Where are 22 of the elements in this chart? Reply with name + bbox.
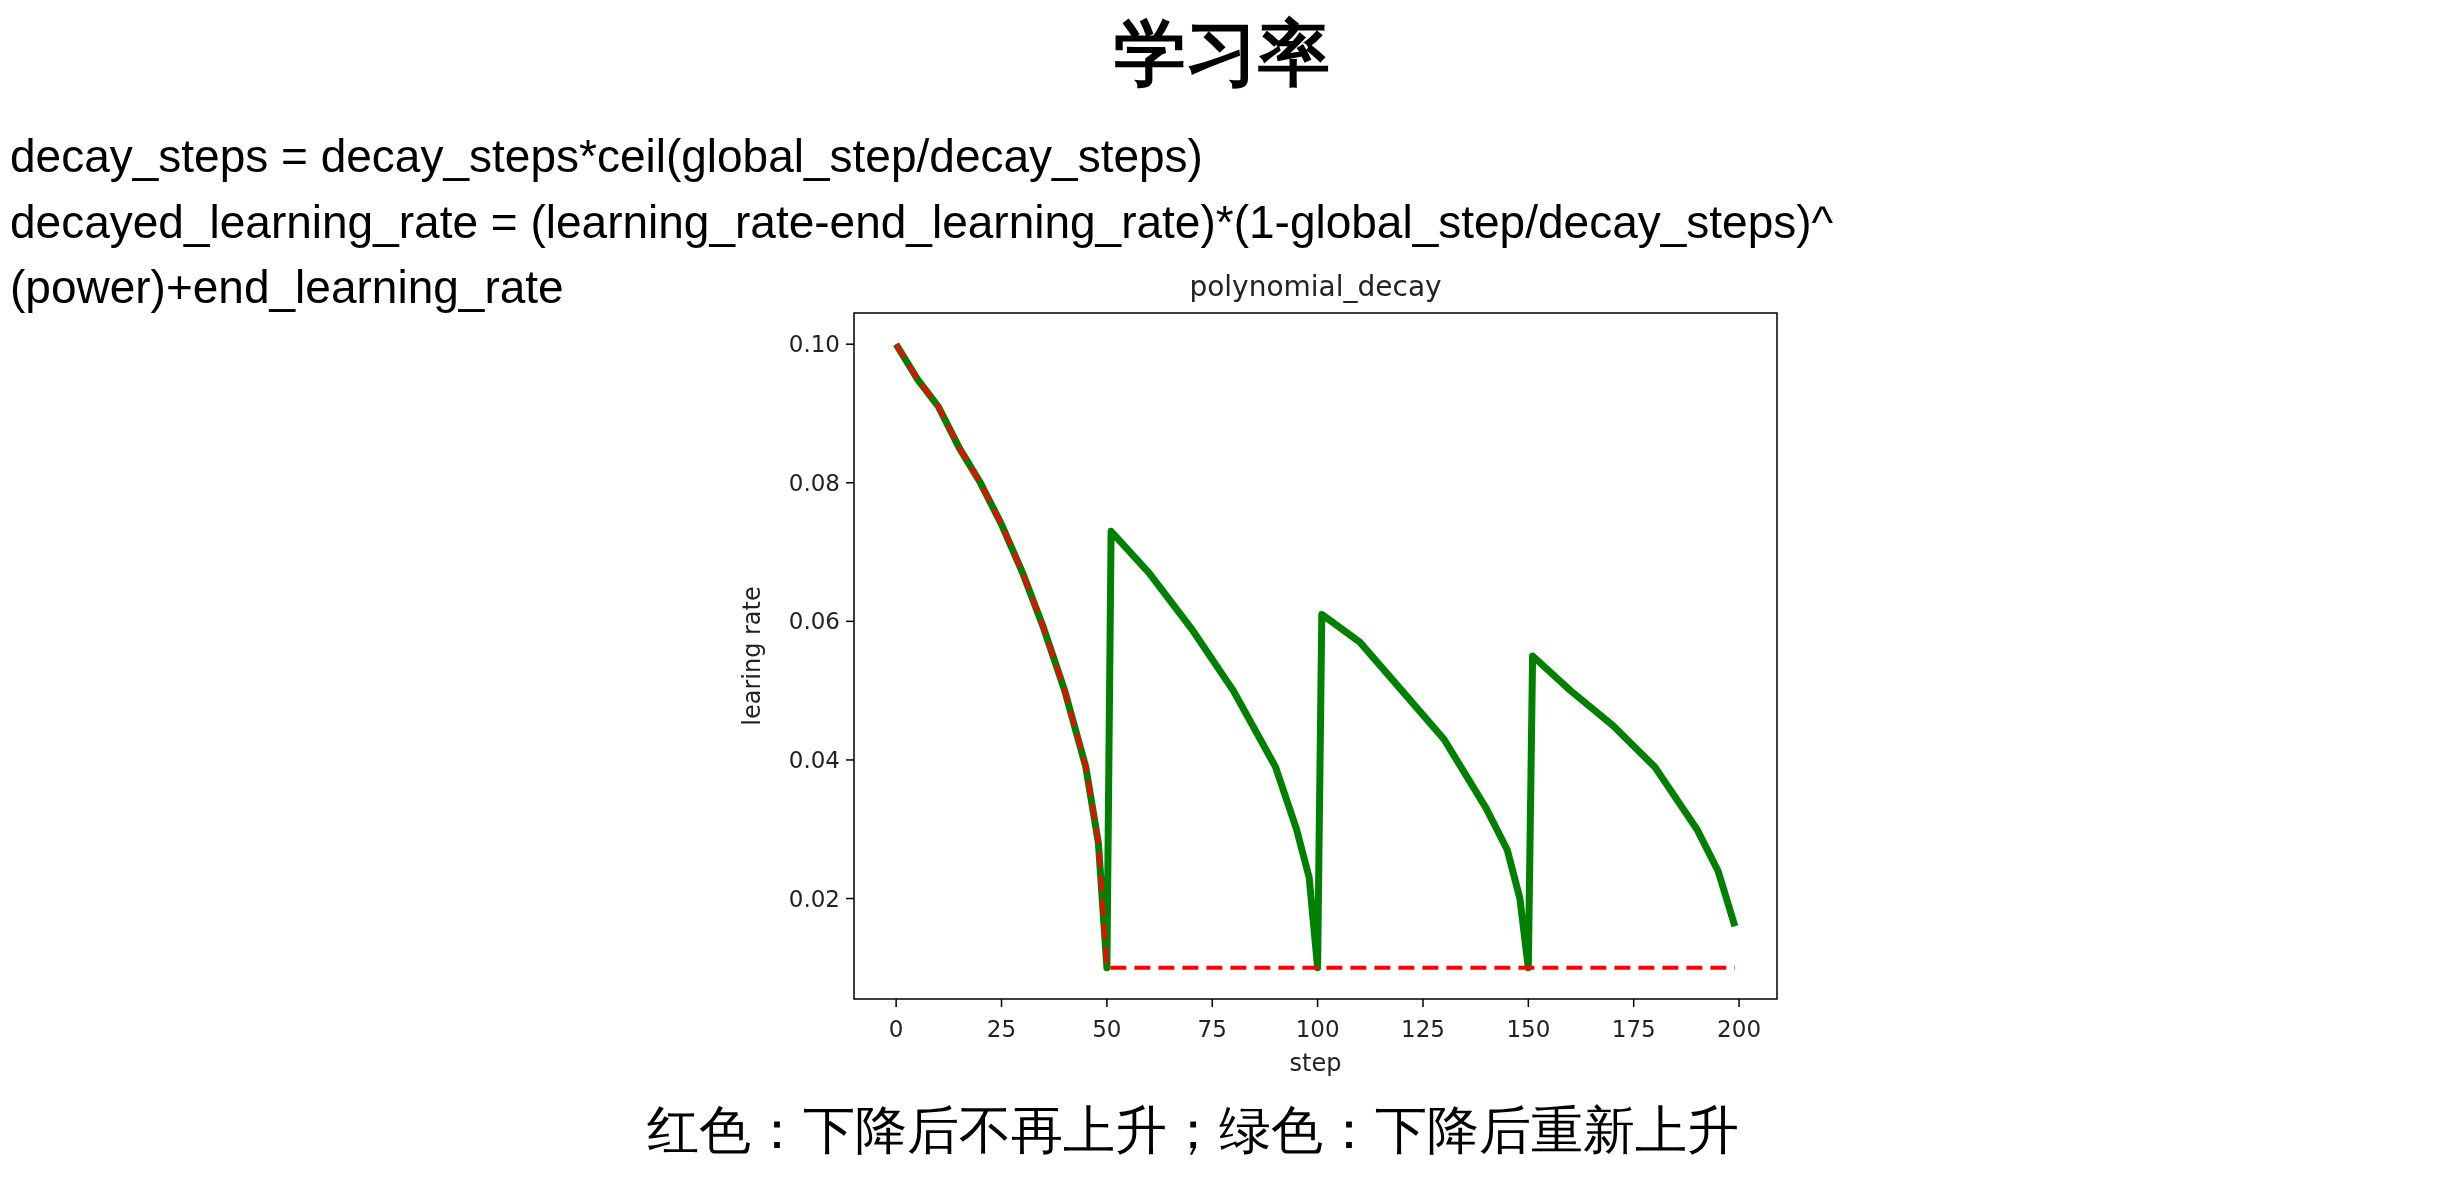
x-tick-label: 200 <box>1717 1016 1762 1042</box>
text: (power)+end_learning_rate <box>10 261 564 313</box>
y-tick-label: 0.08 <box>788 469 840 496</box>
x-axis-title: step <box>1289 1049 1342 1077</box>
text: 红色：下降后不再上升；绿色：下降后重新上升 <box>647 1102 1739 1159</box>
chart-subtitle: polynomial_decay <box>1189 270 1442 303</box>
chart-title: 学习率 <box>1114 13 1330 93</box>
x-tick-label: 25 <box>986 1016 1017 1042</box>
y-tick-label: 0.02 <box>788 885 840 912</box>
x-tick-label: 0 <box>888 1016 904 1042</box>
y-tick-label: 0.06 <box>788 608 840 635</box>
x-tick-label: 50 <box>1092 1016 1122 1042</box>
x-tick-label: 175 <box>1611 1016 1656 1042</box>
text: decay_steps = decay_steps*ceil(global_step/decay_steps) <box>10 130 1203 182</box>
x-tick-label: 100 <box>1295 1016 1340 1042</box>
x-tick-label: 125 <box>1401 1016 1445 1042</box>
text: decayed_learning_rate = (learning_rate-end_learning_rate)*(1-global_step/decay_steps)^ <box>10 196 1834 248</box>
y-tick-label: 0.10 <box>788 331 840 358</box>
x-tick-label: 75 <box>1197 1016 1227 1042</box>
y-tick-label: 0.04 <box>788 746 840 773</box>
y-axis-title: learing rate <box>738 586 766 726</box>
x-tick-label: 150 <box>1506 1016 1551 1042</box>
